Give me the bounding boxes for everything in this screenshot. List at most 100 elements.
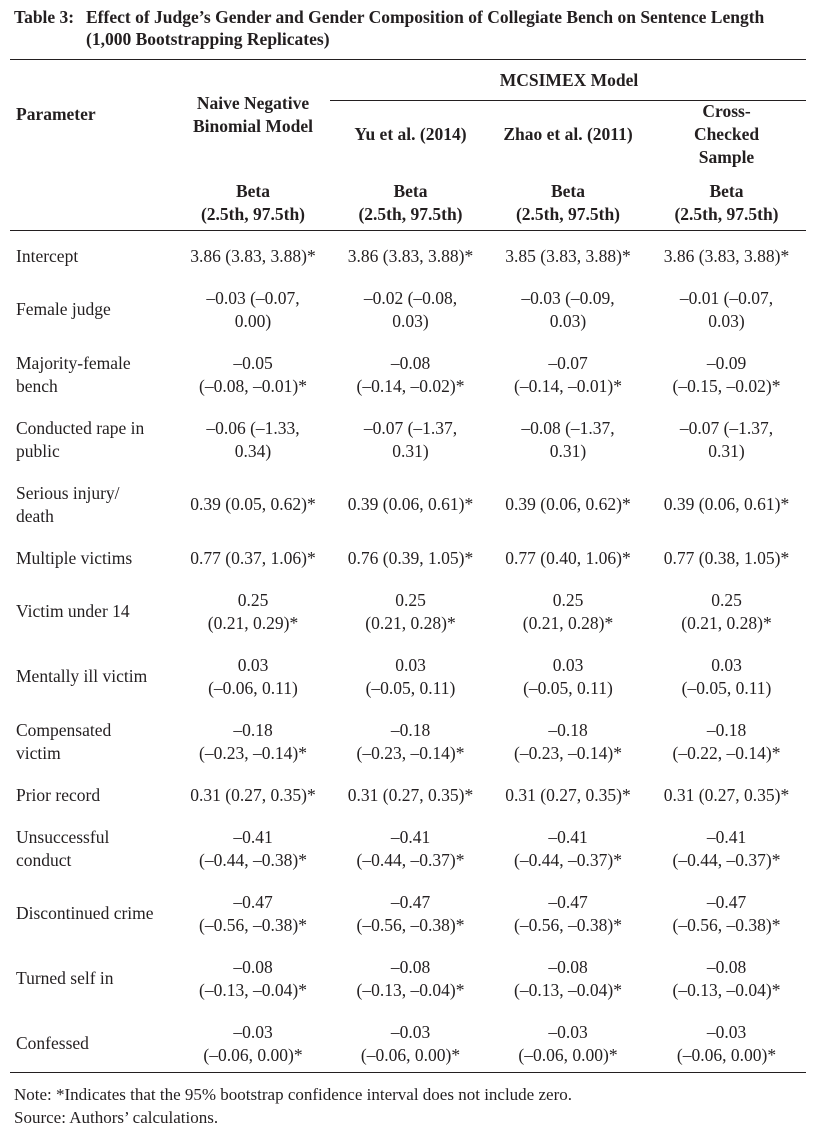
value-line: –0.03: [548, 1021, 588, 1042]
value-cell: –0.08 (–0.13, –0.04)*: [174, 946, 332, 1011]
row-label: Majority-female bench: [16, 352, 131, 396]
rule-mcsimex: [330, 100, 806, 101]
value-line: 0.03): [708, 310, 745, 331]
header-stat: Beta (2.5th, 97.5th): [174, 169, 332, 236]
row-label: Intercept: [16, 246, 79, 266]
value-cell: –0.41 (–0.44, –0.37)*: [647, 816, 806, 881]
value-line: (–0.22, –0.14)*: [672, 742, 781, 763]
value-line: –0.18: [390, 719, 431, 740]
value-line: –0.18: [706, 719, 747, 740]
value-cell: 0.76 (0.39, 1.05)*: [332, 537, 489, 579]
value-line: –0.41: [233, 826, 273, 847]
value-line: 0.03): [392, 310, 429, 331]
value-line: (–0.56, –0.38)*: [672, 914, 781, 935]
value-line: 0.31 (0.27, 0.35)*: [190, 784, 316, 805]
value-cell: 0.39 (0.06, 0.61)*: [647, 472, 806, 537]
value-line: (–0.13, –0.04)*: [514, 979, 622, 1000]
table-row: Prior record 0.31 (0.27, 0.35)* 0.31 (0.27…: [10, 774, 806, 816]
value-line: 0.31): [549, 440, 587, 461]
value-cell: –0.03 (–0.06, 0.00)*: [489, 1011, 647, 1076]
value-cell: –0.18 (–0.23, –0.14)*: [174, 709, 332, 774]
row-label: Serious injury/ death: [16, 482, 120, 526]
value-line: 0.39 (0.06, 0.61)*: [663, 494, 790, 514]
value-cell: –0.47 (–0.56, –0.38)*: [489, 881, 647, 946]
value-line: (–0.08, –0.01)*: [199, 375, 307, 396]
value-line: –0.08: [390, 352, 431, 373]
value-line: –0.03: [706, 1021, 747, 1042]
table-row: Mentally ill victim 0.03 (–0.06, 0.11) 0.03…: [10, 644, 806, 709]
value-cell: –0.18 (–0.22, –0.14)*: [647, 709, 806, 774]
value-cell: 0.77 (0.40, 1.06)*: [489, 537, 647, 579]
value-cell: –0.03 (–0.09, 0.03): [489, 277, 647, 342]
value-line: (–0.44, –0.38)*: [199, 849, 307, 870]
header-parameter: Parameter: [16, 104, 96, 124]
value-line: 0.31): [392, 440, 429, 461]
value-cell: 0.25 (0.21, 0.28)*: [489, 579, 647, 644]
header-stat: Beta (2.5th, 97.5th): [489, 169, 647, 236]
row-label: Prior record: [16, 784, 101, 805]
row-label: Multiple victims: [16, 547, 133, 568]
value-line: (–0.23, –0.14)*: [199, 742, 307, 763]
value-line: –0.41: [548, 826, 588, 847]
value-cell: –0.18 (–0.23, –0.14)*: [332, 709, 489, 774]
value-line: 3.86 (3.83, 3.88)*: [190, 246, 316, 266]
value-cell: 0.03 (–0.06, 0.11): [174, 644, 332, 709]
header-model-yu: Yu et al. (2014): [354, 124, 467, 144]
value-line: (–0.23, –0.14)*: [356, 742, 465, 763]
value-cell: 0.39 (0.05, 0.62)*: [174, 472, 332, 537]
value-cell: –0.09 (–0.15, –0.02)*: [647, 342, 806, 407]
value-line: –0.02 (–0.08,: [363, 287, 458, 308]
value-cell: 0.03 (–0.05, 0.11): [489, 644, 647, 709]
value-line: –0.03: [390, 1021, 431, 1042]
stat-line2: (2.5th, 97.5th): [200, 203, 306, 224]
value-line: 0.25: [711, 589, 742, 610]
value-line: –0.03 (–0.09,: [521, 287, 615, 308]
value-line: (–0.06, 0.00)*: [676, 1044, 777, 1065]
table-row: Compensated victim –0.18 (–0.23, –0.14)* –0…: [10, 709, 806, 774]
value-line: (–0.23, –0.14)*: [514, 742, 622, 763]
value-cell: 3.86 (3.83, 3.88)*: [174, 236, 332, 277]
rule-bottom: [10, 1072, 806, 1073]
value-cell: –0.41 (–0.44, –0.38)*: [174, 816, 332, 881]
value-cell: 0.77 (0.37, 1.06)*: [174, 537, 332, 579]
value-cell: 0.39 (0.06, 0.62)*: [489, 472, 647, 537]
rule-header-bottom: [10, 230, 806, 231]
value-cell: 0.25 (0.21, 0.29)*: [174, 579, 332, 644]
value-cell: –0.08 (–0.13, –0.04)*: [489, 946, 647, 1011]
value-line: –0.03: [233, 1021, 273, 1042]
note-text: Note: *Indicates that the 95% bootstrap …: [14, 1085, 572, 1104]
value-line: (–0.13, –0.04)*: [199, 979, 307, 1000]
source-text: Source: Authors’ calculations.: [14, 1108, 219, 1127]
value-line: –0.47: [548, 891, 588, 912]
value-cell: 0.31 (0.27, 0.35)*: [332, 774, 489, 816]
row-label: Conducted rape in public: [16, 417, 145, 461]
value-line: 0.03: [552, 654, 584, 675]
value-cell: –0.41 (–0.44, –0.37)*: [332, 816, 489, 881]
row-label: Victim under 14: [16, 601, 130, 621]
value-line: 0.31 (0.27, 0.35)*: [505, 784, 631, 805]
value-line: 0.03: [237, 654, 269, 675]
value-cell: –0.01 (–0.07, 0.03): [647, 277, 806, 342]
value-line: (0.21, 0.28)*: [365, 612, 456, 633]
stat-line1: Beta: [709, 180, 744, 201]
value-line: –0.41: [706, 826, 747, 847]
value-cell: 0.77 (0.38, 1.05)*: [647, 537, 806, 579]
table-row: Victim under 14 0.25 (0.21, 0.29)* 0.25 (0.2…: [10, 579, 806, 644]
row-label: Mentally ill victim: [16, 666, 148, 686]
value-line: –0.07: [548, 352, 588, 373]
value-line: 0.76 (0.39, 1.05)*: [347, 547, 474, 568]
table-body: Intercept 3.86 (3.83, 3.88)* 3.86 (3.83, 3…: [10, 236, 806, 1076]
value-cell: –0.03 (–0.07, 0.00): [174, 277, 332, 342]
stat-line1: Beta: [393, 180, 428, 201]
value-cell: 0.03 (–0.05, 0.11): [332, 644, 489, 709]
value-cell: –0.03 (–0.06, 0.00)*: [174, 1011, 332, 1076]
value-line: (–0.15, –0.02)*: [672, 375, 781, 396]
value-cell: –0.08 (–0.13, –0.04)*: [647, 946, 806, 1011]
value-line: –0.06 (–1.33,: [206, 417, 300, 438]
value-line: 0.31 (0.27, 0.35)*: [347, 784, 474, 805]
value-line: 3.86 (3.83, 3.88)*: [347, 246, 474, 266]
value-cell: –0.47 (–0.56, –0.38)*: [647, 881, 806, 946]
value-line: 0.34): [234, 440, 272, 461]
stat-line2: (2.5th, 97.5th): [358, 203, 463, 224]
